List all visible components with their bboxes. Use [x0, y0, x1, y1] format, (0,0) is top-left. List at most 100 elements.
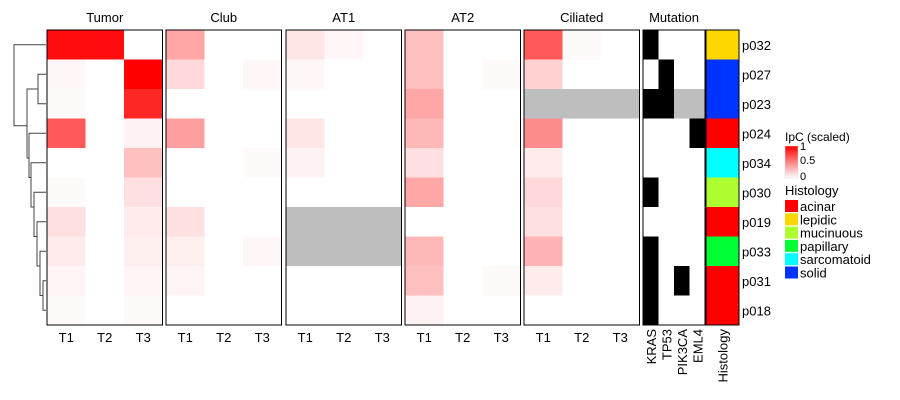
mutation-cell [689, 207, 706, 237]
heatmap-cell [482, 295, 521, 326]
heatmap-cell [562, 207, 602, 237]
heatmap-cell [124, 148, 163, 178]
histology-cell [706, 177, 739, 208]
color-scale-title: IpC (scaled) [785, 130, 850, 144]
heatmap-cell [524, 30, 563, 60]
heatmap-cell [243, 266, 282, 296]
heatmap-cell [85, 266, 125, 296]
mutation-cell [689, 118, 706, 149]
heatmap-cell [286, 89, 325, 119]
heatmap-cell [243, 30, 282, 60]
heatmap-cell [443, 236, 483, 267]
heatmap-cell [405, 89, 444, 119]
x-tick-label: T1 [298, 330, 313, 345]
histology-cell [706, 207, 739, 237]
mutation-cell [689, 295, 706, 326]
heatmap-cell [405, 118, 444, 149]
dendrogram-branch [30, 162, 46, 208]
heatmap-cell [482, 118, 521, 149]
histology-cell [706, 295, 739, 326]
histology-cell [706, 59, 739, 90]
heatmap-cell [204, 30, 244, 60]
heatmap-cell [47, 207, 86, 237]
heatmap-cell [85, 30, 125, 60]
mutation-cell [674, 30, 690, 60]
heatmap-cell [363, 118, 402, 149]
heatmap-cell [405, 266, 444, 296]
heatmap-cell [324, 207, 364, 237]
heatmap-cell [524, 148, 563, 178]
heatmap-cell [243, 89, 282, 119]
heatmap-cell [47, 177, 86, 208]
x-tick-label: T2 [216, 330, 231, 345]
row-label: p031 [742, 274, 771, 289]
heatmap-cell [124, 295, 163, 326]
dendrogram-branch [36, 221, 46, 267]
panel-border [285, 29, 402, 326]
panel-border [46, 29, 163, 326]
heatmap-cell [443, 89, 483, 119]
heatmap-cell [286, 59, 325, 90]
heatmap-cell [47, 295, 86, 326]
mutation-cell [674, 207, 690, 237]
heatmap-cell [124, 177, 163, 208]
heatmap-cell [166, 295, 205, 326]
mutation-cell [643, 30, 659, 60]
mutation-cell [674, 295, 690, 326]
heatmap-cell [443, 177, 483, 208]
panel-border [642, 29, 706, 326]
heatmap-cell [204, 89, 244, 119]
heatmap-cell [405, 236, 444, 267]
gene-label: TP53 [659, 329, 674, 360]
heatmap-cell [204, 59, 244, 90]
heatmap-cell [601, 295, 640, 326]
heatmap-cell [443, 59, 483, 90]
dendrogram-branch [13, 44, 46, 127]
heatmap-cell [243, 148, 282, 178]
mutation-cell [674, 118, 690, 149]
heatmap-cell [324, 266, 364, 296]
mutation-cell [689, 148, 706, 178]
histology-panel: Histology [705, 29, 740, 382]
heatmap-cell [204, 266, 244, 296]
x-tick-label: T1 [59, 330, 74, 345]
legend: IpC (scaled)1 0.5 0Histologyacinarlepidicm… [784, 130, 871, 281]
histology-cell [706, 30, 739, 60]
heatmap-cell [324, 118, 364, 149]
heatmap-cell [124, 266, 163, 296]
x-tick-label: T2 [97, 330, 112, 345]
heatmap-cell [562, 59, 602, 90]
panel-ciliated: Ciliated T1 T2 T3 [523, 10, 640, 345]
heatmap-cell [601, 177, 640, 208]
heatmap-cell [85, 236, 125, 267]
x-tick-label: T3 [136, 330, 151, 345]
heatmap-cell [47, 266, 86, 296]
heatmap-cell [286, 148, 325, 178]
row-label: p019 [742, 215, 771, 230]
heatmap-cell [482, 89, 521, 119]
heatmap-cell [562, 148, 602, 178]
heatmap-cell [443, 295, 483, 326]
mutation-cell [689, 30, 706, 60]
panel-title: AT1 [332, 10, 355, 25]
row-label: p034 [742, 156, 771, 171]
mutation-cell [658, 118, 675, 149]
heatmap-cell [324, 148, 364, 178]
legend-swatch [785, 253, 798, 266]
heatmap-cell [166, 118, 205, 149]
heatmap-cell [47, 59, 86, 90]
legend-label: mucinuous [800, 226, 863, 241]
mutation-cell [674, 89, 690, 119]
color-scale-bar [784, 145, 799, 179]
heatmap-cell [562, 266, 602, 296]
x-tick-label: T3 [375, 330, 390, 345]
heatmap-cell [286, 177, 325, 208]
heatmap-cell [405, 177, 444, 208]
heatmap-cell [166, 30, 205, 60]
heatmap-cell [166, 266, 205, 296]
x-tick-label: T3 [613, 330, 628, 345]
row-label: p032 [742, 38, 771, 53]
mutation-cell [643, 207, 659, 237]
heatmap-cell [405, 207, 444, 237]
